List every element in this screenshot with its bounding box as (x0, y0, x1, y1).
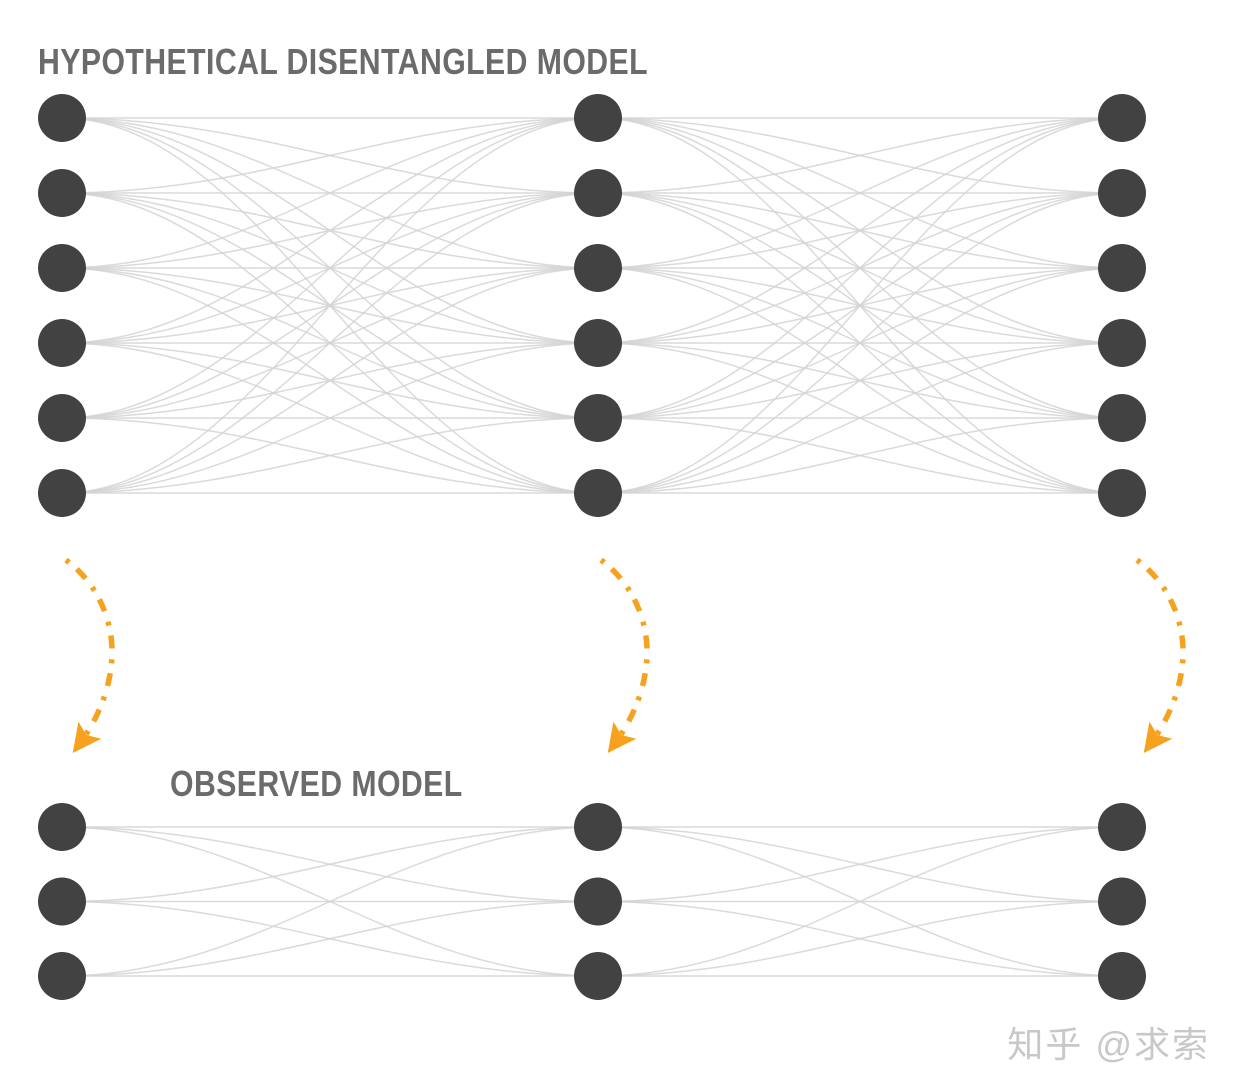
node-layer2-3 (574, 952, 622, 1000)
node-layer1-6 (38, 469, 86, 517)
node-layer3-3 (1098, 244, 1146, 292)
edge (597, 826, 1123, 977)
node-layer1-2 (38, 877, 86, 926)
node-layer1-1 (38, 94, 86, 142)
node-layer3-5 (1098, 394, 1146, 442)
node-layer3-4 (1098, 319, 1146, 367)
node-layer1-2 (38, 169, 86, 217)
edge (597, 117, 1123, 494)
node-layer2-3 (574, 244, 622, 292)
edge (597, 417, 1123, 494)
edge (597, 117, 1123, 194)
node-layer3-1 (1098, 94, 1146, 142)
node-layer3-6 (1098, 469, 1146, 517)
watermark: 知乎 @求索 (1007, 1016, 1210, 1068)
edge (597, 117, 1123, 269)
edge (597, 117, 1123, 419)
edge (61, 117, 599, 194)
watermark-handle: @求索 (1095, 1024, 1210, 1065)
edge (61, 117, 599, 344)
edge (61, 267, 599, 494)
down-arrow-3 (1135, 557, 1186, 754)
edge (61, 900, 599, 977)
node-layer2-4 (574, 319, 622, 367)
edge (597, 117, 1123, 344)
node-layer2-2 (574, 877, 622, 926)
edge (61, 826, 599, 977)
node-layer3-2 (1098, 877, 1146, 926)
edge (61, 417, 599, 494)
edge (597, 192, 1123, 494)
edge (597, 342, 1123, 494)
bottom-network-title: OBSERVED MODEL (170, 763, 463, 804)
node-layer3-2 (1098, 169, 1146, 217)
node-layer1-3 (38, 244, 86, 292)
node-layer1-5 (38, 394, 86, 442)
top-network-title: HYPOTHETICAL DISENTANGLED MODEL (38, 41, 648, 82)
down-arrow-2 (599, 557, 650, 754)
edge (61, 342, 599, 494)
edge (61, 117, 599, 419)
node-layer2-1 (574, 94, 622, 142)
edge (597, 900, 1123, 977)
top-network-edges (61, 117, 1123, 494)
bottom-network-nodes (38, 803, 1146, 1000)
edge (597, 826, 1123, 903)
node-layer1-1 (38, 803, 86, 851)
mapping-arrows (64, 557, 1186, 754)
bottom-network-edges (61, 826, 1123, 977)
node-layer1-4 (38, 319, 86, 367)
node-layer2-1 (574, 803, 622, 851)
node-layer2-6 (574, 469, 622, 517)
edge (61, 192, 599, 494)
edge (61, 826, 599, 903)
top-network-nodes (38, 94, 1146, 517)
edge (61, 117, 599, 269)
watermark-brand: 知乎 (1007, 1024, 1084, 1065)
node-layer2-5 (574, 394, 622, 442)
edge (597, 267, 1123, 494)
node-layer3-3 (1098, 952, 1146, 1000)
node-layer1-3 (38, 952, 86, 1000)
down-arrow-1 (64, 557, 115, 754)
node-layer3-1 (1098, 803, 1146, 851)
node-layer2-2 (574, 169, 622, 217)
edge (61, 117, 599, 494)
